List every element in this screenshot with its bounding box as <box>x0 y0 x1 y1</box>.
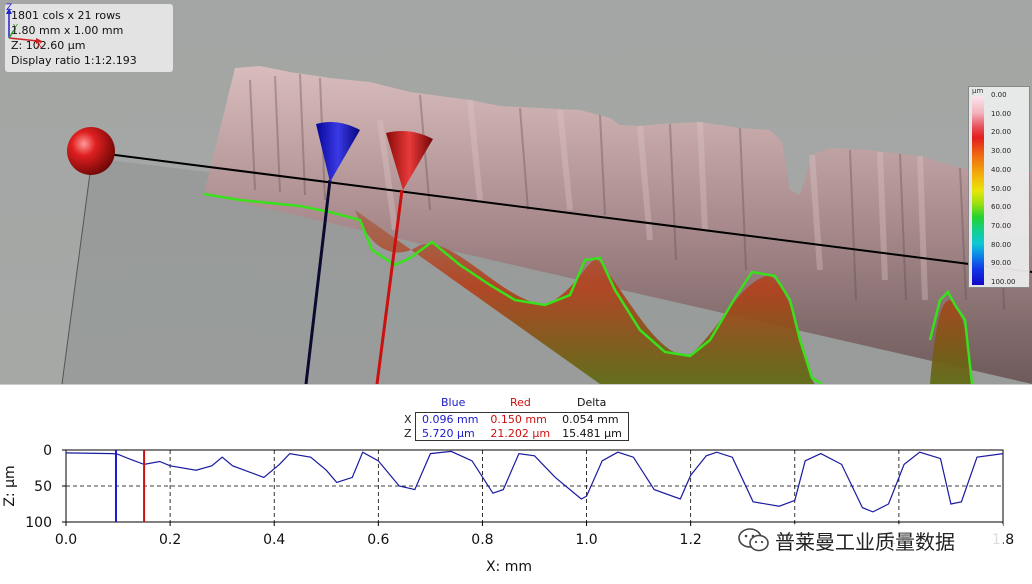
y-tick-label: 0 <box>43 443 52 459</box>
colorbar-tick: 40.00 <box>991 165 1012 174</box>
info-ratio: Display ratio 1:1:2.193 <box>11 54 137 67</box>
x-tick-label: 0.6 <box>367 532 389 548</box>
colorbar-tick: 0.00 <box>991 91 1007 99</box>
plane-edge <box>61 157 93 384</box>
readout-x-delta: 0.054 mm <box>562 413 619 427</box>
red-cursor-marker[interactable] <box>375 131 433 384</box>
colorbar-tick: 90.00 <box>991 259 1012 268</box>
cursor-readout: Blue Red Delta X Z 0.096 mm 0.150 mm 0.0… <box>400 396 640 446</box>
y-tick-label: 100 <box>25 515 52 531</box>
colorbar-gradient <box>972 96 984 285</box>
colorbar-tick: 80.00 <box>991 240 1012 249</box>
colorbar-tick: 20.00 <box>991 128 1012 137</box>
readout-row-label-x: X <box>404 413 412 426</box>
readout-x-blue: 0.096 mm <box>422 413 479 427</box>
axis-gizmo[interactable]: Z Y X <box>0 0 47 48</box>
x-tick-label: 0.0 <box>55 532 77 548</box>
colorbar-tick: 60.00 <box>991 203 1012 212</box>
watermark: 普莱曼工业质量数据 <box>733 524 1003 556</box>
info-dims: 1801 cols x 21 rows <box>11 9 121 22</box>
x-tick-label: 0.2 <box>159 532 181 548</box>
x-tick-label: 1.0 <box>575 532 597 548</box>
x-tick-label: 0.8 <box>471 532 493 548</box>
y-tick-label: 50 <box>34 479 52 495</box>
surface-3d-view[interactable]: 1801 cols x 21 rows 1.80 mm x 1.00 mm Z:… <box>0 0 1032 384</box>
colorbar-tick: 100.00 <box>991 278 1016 286</box>
watermark-text: 普莱曼工业质量数据 <box>775 530 955 554</box>
readout-row-label-z: Z <box>404 427 412 440</box>
info-size: 1.80 mm x 1.00 mm <box>11 24 124 37</box>
readout-row-x: 0.096 mm 0.150 mm 0.054 mm <box>416 413 629 427</box>
readout-z-blue: 5.720 µm <box>422 426 475 440</box>
readout-z-red: 21.202 µm <box>490 426 551 440</box>
info-z: Z: 102.60 µm <box>11 39 86 52</box>
readout-header-red: Red <box>510 396 531 409</box>
height-colorbar: µm 0.00 10.00 20.00 30.00 40.00 50.00 60.00 70.… <box>968 86 1030 288</box>
blue-cursor-marker[interactable] <box>304 122 360 384</box>
readout-z-delta: 15.481 µm <box>562 426 622 440</box>
profile-cut-line <box>203 192 823 384</box>
colorbar-unit: µm <box>972 87 984 95</box>
colorbar-tick: 50.00 <box>991 184 1012 193</box>
profile-cut-line-right <box>928 289 974 384</box>
readout-header-blue: Blue <box>441 396 466 409</box>
chart-grid <box>66 450 1003 522</box>
section-line <box>91 151 1032 273</box>
profile-series-line <box>65 450 1004 513</box>
readout-header-delta: Delta <box>577 396 607 409</box>
colorbar-tick: 70.00 <box>991 221 1012 230</box>
readout-x-red: 0.150 mm <box>490 413 547 427</box>
section-handle-sphere[interactable] <box>67 127 115 175</box>
colorbar-tick: 30.00 <box>991 147 1012 156</box>
axis-x-label: X <box>36 41 42 48</box>
readout-table: 0.096 mm 0.150 mm 0.054 mm 5.720 µm 21.2… <box>415 412 629 441</box>
x-tick-label: 1.2 <box>680 532 702 548</box>
colorbar-tick: 10.00 <box>991 109 1012 118</box>
y-axis-label: Z: µm <box>2 465 18 506</box>
measurement-info-box: 1801 cols x 21 rows 1.80 mm x 1.00 mm Z:… <box>5 4 173 72</box>
axis-z-label: Z <box>6 3 12 13</box>
wechat-logo-icon <box>738 528 769 552</box>
axis-y-label: Y <box>12 23 18 32</box>
surface-render[interactable] <box>0 0 1032 384</box>
x-axis-label: X: mm <box>486 559 532 575</box>
x-tick-label: 0.4 <box>263 532 285 548</box>
readout-row-z: 5.720 µm 21.202 µm 15.481 µm <box>416 427 629 441</box>
